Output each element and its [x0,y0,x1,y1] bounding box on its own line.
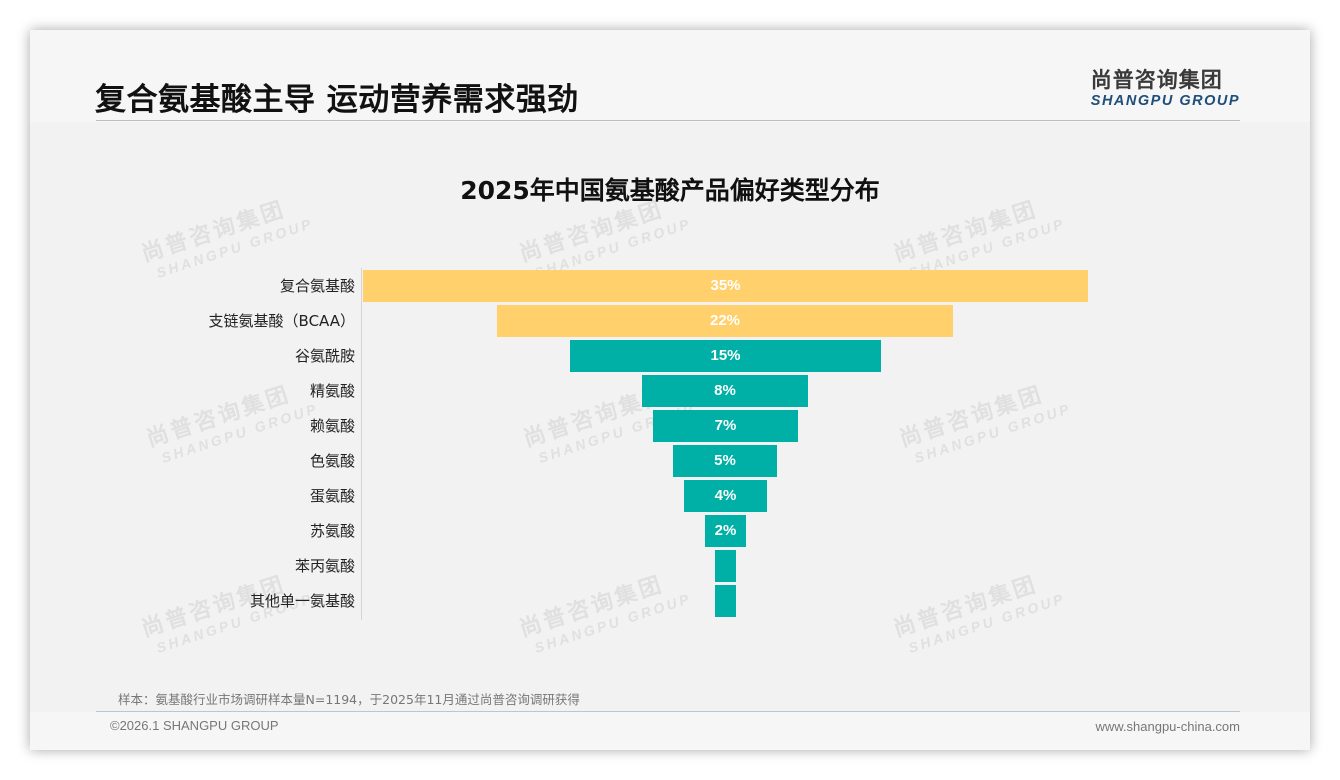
logo-en-text: SHANGPU GROUP [1090,93,1240,109]
category-axis-line [361,268,362,620]
watermark-cn: 尚普咨询集团 [896,382,1048,453]
watermark: 尚普咨询集团 SHANGPU GROUP [895,370,1074,469]
title-divider [96,120,1240,121]
category-label: 复合氨基酸 [279,277,355,295]
funnel-bar: 4% [684,480,767,512]
slide-card: 尚普咨询集团 SHANGPU GROUP 尚普咨询集团 SHANGPU GROUP 尚普… [30,30,1310,750]
funnel-bar [715,585,736,617]
category-label: 苏氨酸 [309,522,355,540]
header-band [30,30,1310,122]
funnel-bar: 8% [642,375,808,407]
sample-note: 样本：氨基酸行业市场调研样本量N=1194，于2025年11月通过尚普咨询调研获… [118,692,580,707]
watermark-en: SHANGPU GROUP [912,399,1074,466]
funnel-bar: 5% [673,445,777,477]
chart-title: 2025年中国氨基酸产品偏好类型分布 [460,176,880,205]
page-title: 复合氨基酸主导 运动营养需求强劲 [95,82,579,118]
funnel-bar: 35% [363,270,1088,302]
category-label: 支链氨基酸（BCAA） [208,312,355,330]
watermark-en: SHANGPU GROUP [906,589,1068,656]
website-link[interactable]: www.shangpu-china.com [1095,719,1240,734]
copyright-text: ©2026.1 SHANGPU GROUP [110,718,279,733]
category-label: 精氨酸 [309,382,355,400]
funnel-bar: 7% [653,410,798,442]
footer-divider [96,711,1240,712]
watermark-cn: 尚普咨询集团 [516,572,668,643]
category-label: 苯丙氨酸 [294,557,355,575]
funnel-bar [715,550,736,582]
category-label: 其他单一氨基酸 [249,592,355,610]
watermark-cn: 尚普咨询集团 [890,572,1042,643]
category-label: 谷氨酰胺 [294,347,355,365]
funnel-bar: 22% [497,305,953,337]
funnel-bar: 15% [570,340,881,372]
category-label: 色氨酸 [309,452,355,470]
watermark-en: SHANGPU GROUP [532,589,694,656]
footer-band [30,712,1310,750]
funnel-bar: 2% [705,515,746,547]
watermark: 尚普咨询集团 SHANGPU GROUP [515,560,694,659]
company-logo: 尚普咨询集团 SHANGPU GROUP [1091,64,1240,109]
watermark: 尚普咨询集团 SHANGPU GROUP [889,560,1068,659]
logo-cn-text: 尚普咨询集团 [1090,68,1223,92]
category-label: 赖氨酸 [309,417,355,435]
category-label: 蛋氨酸 [309,487,355,505]
